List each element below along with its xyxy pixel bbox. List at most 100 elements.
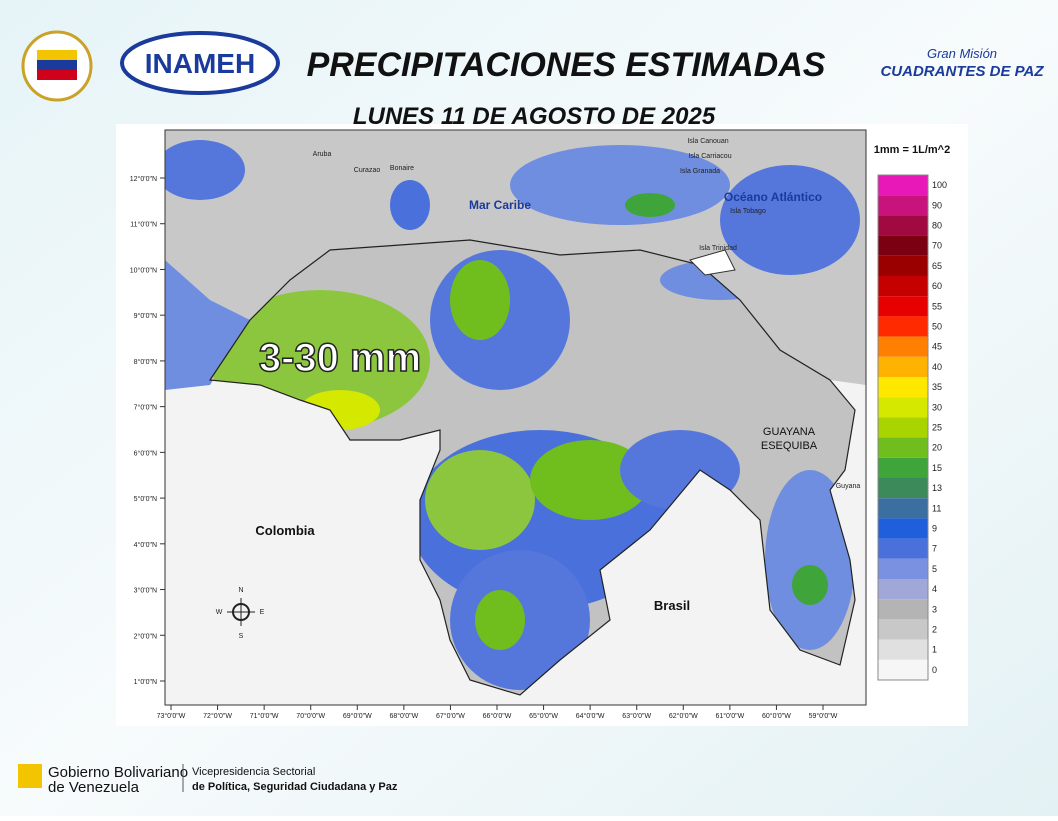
- legend-swatch: [878, 518, 928, 539]
- gov-line: Gobierno Bolivariano: [48, 764, 188, 781]
- lat-tick-label: 7°0'0"N: [134, 404, 157, 412]
- lon-tick-label: 63°0'0"W: [622, 712, 651, 720]
- lat-tick-label: 12°0'0"N: [130, 175, 157, 183]
- legend-label: 65: [932, 261, 942, 271]
- map-label: Brasil: [654, 598, 690, 613]
- legend-label: 60: [932, 281, 942, 291]
- lat-tick-label: 8°0'0"N: [134, 358, 157, 366]
- legend-swatch: [878, 437, 928, 458]
- compass-label: N: [238, 587, 243, 594]
- map-label: GUAYANA: [763, 426, 816, 438]
- legend-label: 15: [932, 463, 942, 473]
- annotation: 3-30 mm: [259, 336, 421, 380]
- legend-swatch: [878, 579, 928, 600]
- vice-line: de Política, Seguridad Ciudadana y Paz: [192, 781, 398, 793]
- legend-swatch: [878, 336, 928, 357]
- inameh-logo: [120, 31, 280, 95]
- lon-tick-label: 73°0'0"W: [157, 712, 186, 720]
- legend-swatch: [878, 538, 928, 559]
- legend-label: 35: [932, 382, 942, 392]
- lon-tick-label: 68°0'0"W: [389, 712, 418, 720]
- legend-swatch: [878, 397, 928, 418]
- lon-tick-label: 59°0'0"W: [809, 712, 838, 720]
- legend-swatch: [878, 639, 928, 660]
- gov-line: de Venezuela: [48, 779, 140, 796]
- legend-swatch: [878, 356, 928, 377]
- vice-line: Vicepresidencia Sectorial: [192, 766, 315, 778]
- lon-tick-label: 72°0'0"W: [203, 712, 232, 720]
- compass-label: S: [239, 633, 244, 640]
- map-label: Océano Atlántico: [724, 190, 822, 204]
- legend-label: 20: [932, 443, 942, 453]
- lon-tick-label: 64°0'0"W: [576, 712, 605, 720]
- legend-label: 11: [932, 503, 941, 513]
- legend-label: 4: [932, 584, 937, 594]
- legend-label: 5: [932, 564, 937, 574]
- map-label: Isla Carriacou: [688, 153, 731, 160]
- legend-swatch: [878, 417, 928, 438]
- compass-label: W: [216, 609, 223, 616]
- map-label: Guyana: [836, 483, 861, 490]
- legend-label: 3: [932, 604, 937, 614]
- lat-tick-label: 1°0'0"N: [134, 678, 157, 686]
- legend-swatch: [878, 558, 928, 579]
- legend-label: 9: [932, 524, 937, 534]
- legend-label: 0: [932, 665, 937, 675]
- mision-name: CUADRANTES DE PAZ: [880, 63, 1044, 80]
- map-label: ESEQUIBA: [761, 440, 818, 452]
- legend-swatch: [878, 175, 928, 196]
- legend-frame: [877, 174, 929, 681]
- lon-tick-label: 65°0'0"W: [529, 712, 558, 720]
- map-label: Bonaire: [390, 165, 414, 172]
- legend-swatch: [878, 255, 928, 276]
- legend-label: 40: [932, 362, 942, 372]
- legend-label: 1: [932, 645, 937, 655]
- lat-tick-label: 6°0'0"N: [134, 449, 157, 457]
- legend-swatch: [878, 235, 928, 256]
- logo-text: INAMEH: [145, 48, 255, 79]
- legend-label: 2: [932, 625, 937, 635]
- map-label: Colombia: [255, 523, 315, 538]
- legend-title: 1mm = 1L/m^2: [874, 144, 950, 156]
- lon-tick-label: 61°0'0"W: [715, 712, 744, 720]
- mision-label: Gran Misión: [927, 46, 997, 61]
- legend-label: 100: [932, 180, 947, 190]
- legend-label: 7: [932, 544, 937, 554]
- compass: N E S W: [216, 587, 265, 640]
- map: [165, 130, 866, 705]
- legend-label: 45: [932, 342, 942, 352]
- lat-tick-label: 3°0'0"N: [134, 587, 157, 595]
- lon-tick-label: 71°0'0"W: [250, 712, 279, 720]
- title: PRECIPITACIONES ESTIMADAS: [307, 46, 826, 84]
- legend-swatch: [878, 195, 928, 216]
- legend-label: 90: [932, 200, 942, 210]
- legend-swatch: [878, 619, 928, 640]
- lon-tick-label: 67°0'0"W: [436, 712, 465, 720]
- legend-label: 80: [932, 221, 942, 231]
- legend-swatch: [878, 316, 928, 337]
- legend-swatch: [878, 215, 928, 236]
- lat-tick-label: 9°0'0"N: [134, 312, 157, 320]
- lat-tick-label: 2°0'0"N: [134, 632, 157, 640]
- legend-label: 50: [932, 322, 942, 332]
- legend-swatch: [878, 659, 928, 680]
- map-label: Isla Canouan: [687, 138, 728, 145]
- gov-flag: [18, 764, 42, 788]
- map-label: Isla Granada: [680, 168, 720, 175]
- legend-swatch: [878, 498, 928, 519]
- map-label: Isla Trinidad: [699, 245, 737, 252]
- legend-swatch: [878, 296, 928, 317]
- map-label: Aruba: [313, 151, 332, 158]
- lon-tick-label: 70°0'0"W: [296, 712, 325, 720]
- lon-tick-label: 69°0'0"W: [343, 712, 372, 720]
- legend-swatch: [878, 599, 928, 620]
- lat-tick-label: 10°0'0"N: [130, 266, 157, 274]
- legend-swatch: [878, 457, 928, 478]
- map-label: Curazao: [354, 167, 381, 174]
- lat-tick-label: 5°0'0"N: [134, 495, 157, 503]
- legend-label: 13: [932, 483, 942, 493]
- compass-label: E: [260, 609, 265, 616]
- legend-label: 70: [932, 241, 942, 251]
- legend-label: 25: [932, 423, 942, 433]
